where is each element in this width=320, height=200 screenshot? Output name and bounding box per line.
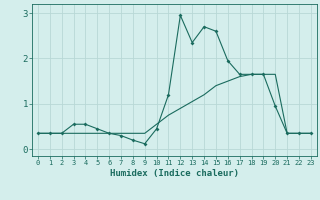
- X-axis label: Humidex (Indice chaleur): Humidex (Indice chaleur): [110, 169, 239, 178]
